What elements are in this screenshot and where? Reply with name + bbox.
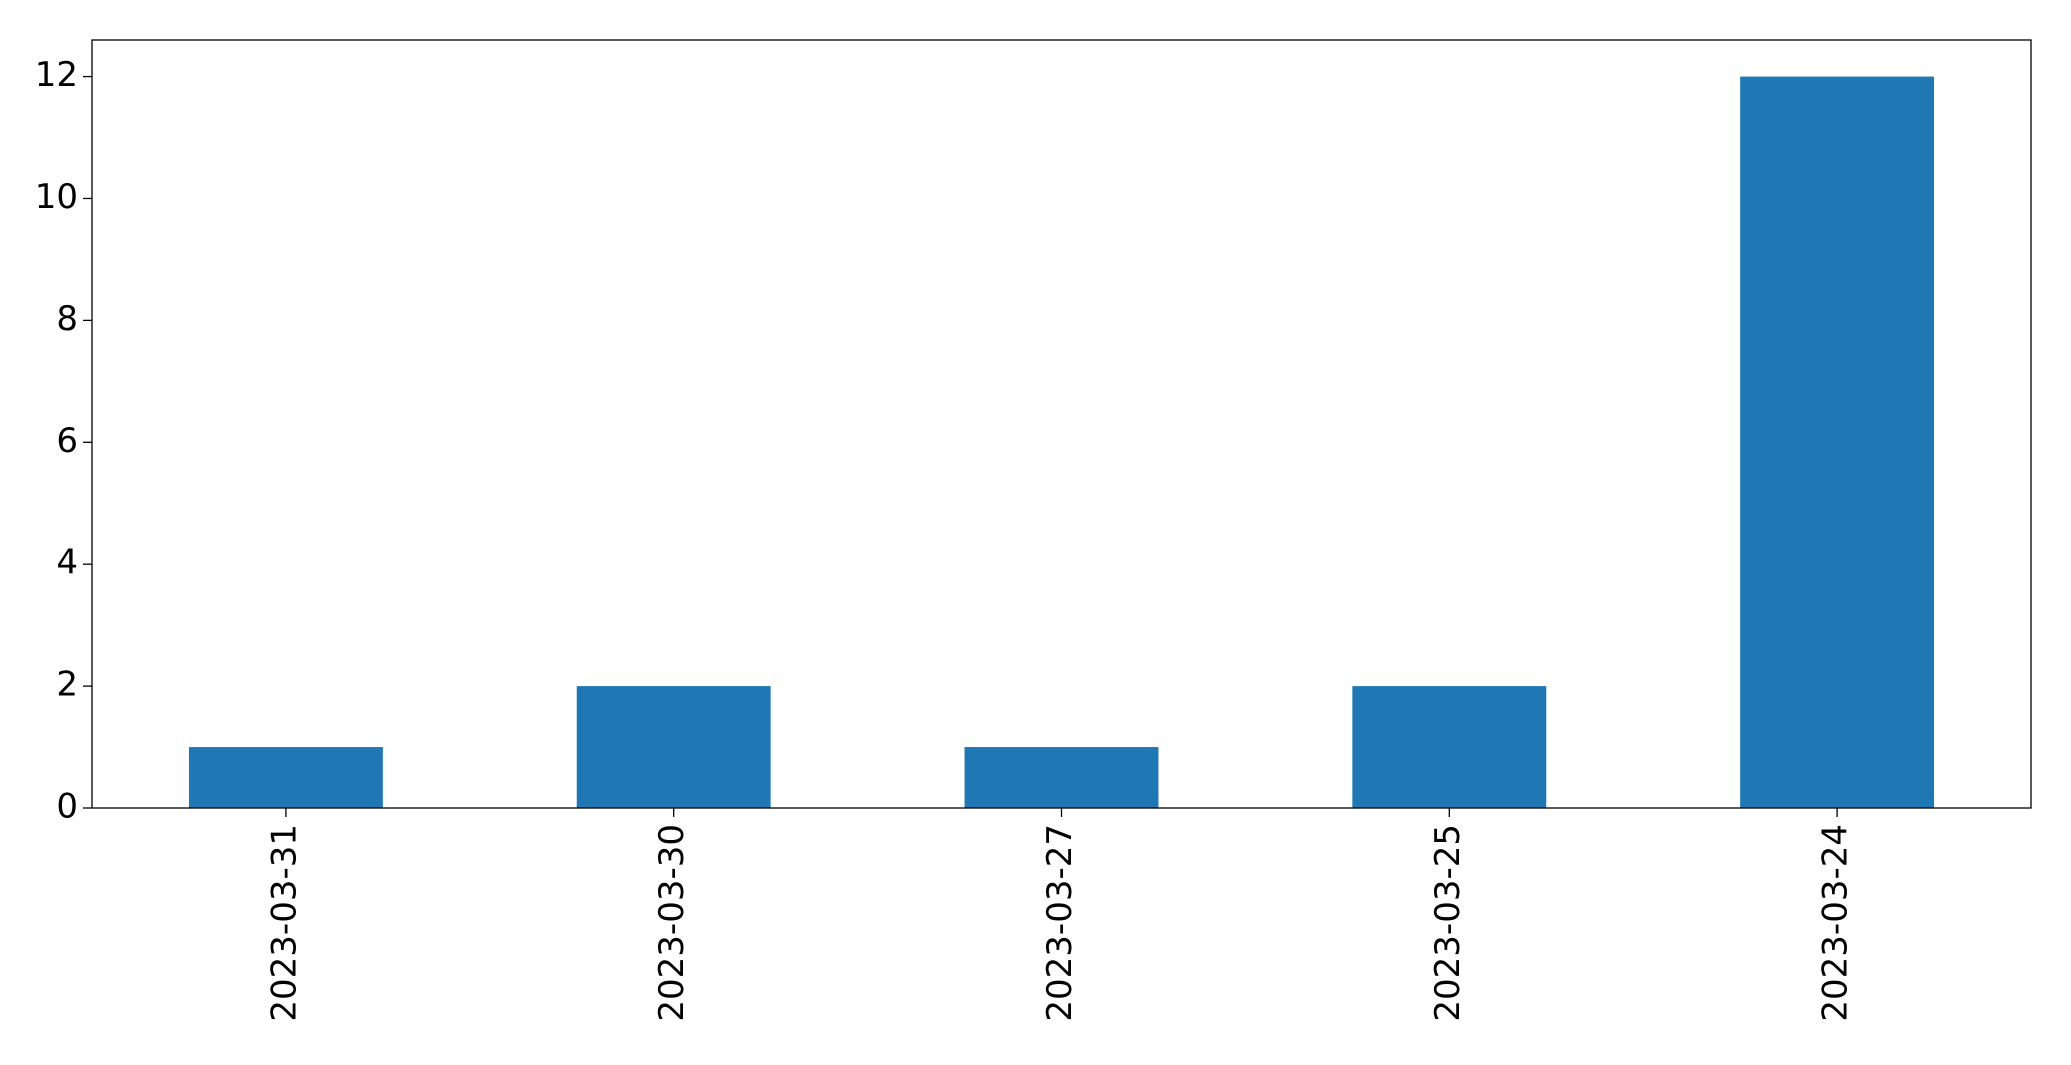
y-tick-label: 4 — [56, 543, 78, 583]
bar — [1352, 686, 1547, 808]
x-tick-label: 2023-03-24 — [1816, 824, 1856, 1022]
bar — [576, 686, 771, 808]
plot-frame — [91, 39, 2032, 809]
bar — [964, 747, 1159, 808]
y-tick-label: 8 — [56, 299, 78, 339]
x-tick-label: 2023-03-25 — [1428, 824, 1468, 1022]
y-tick-label: 6 — [56, 421, 78, 461]
y-tick-label: 2 — [56, 665, 78, 705]
bar — [1740, 76, 1935, 809]
x-tick-label: 2023-03-30 — [652, 824, 692, 1022]
x-tick-label: 2023-03-31 — [264, 824, 304, 1022]
y-tick-label: 10 — [35, 177, 78, 217]
y-tick-label: 0 — [56, 787, 78, 827]
bar — [188, 747, 383, 808]
x-tick-label: 2023-03-27 — [1040, 824, 1080, 1022]
y-tick-label: 12 — [35, 55, 78, 95]
